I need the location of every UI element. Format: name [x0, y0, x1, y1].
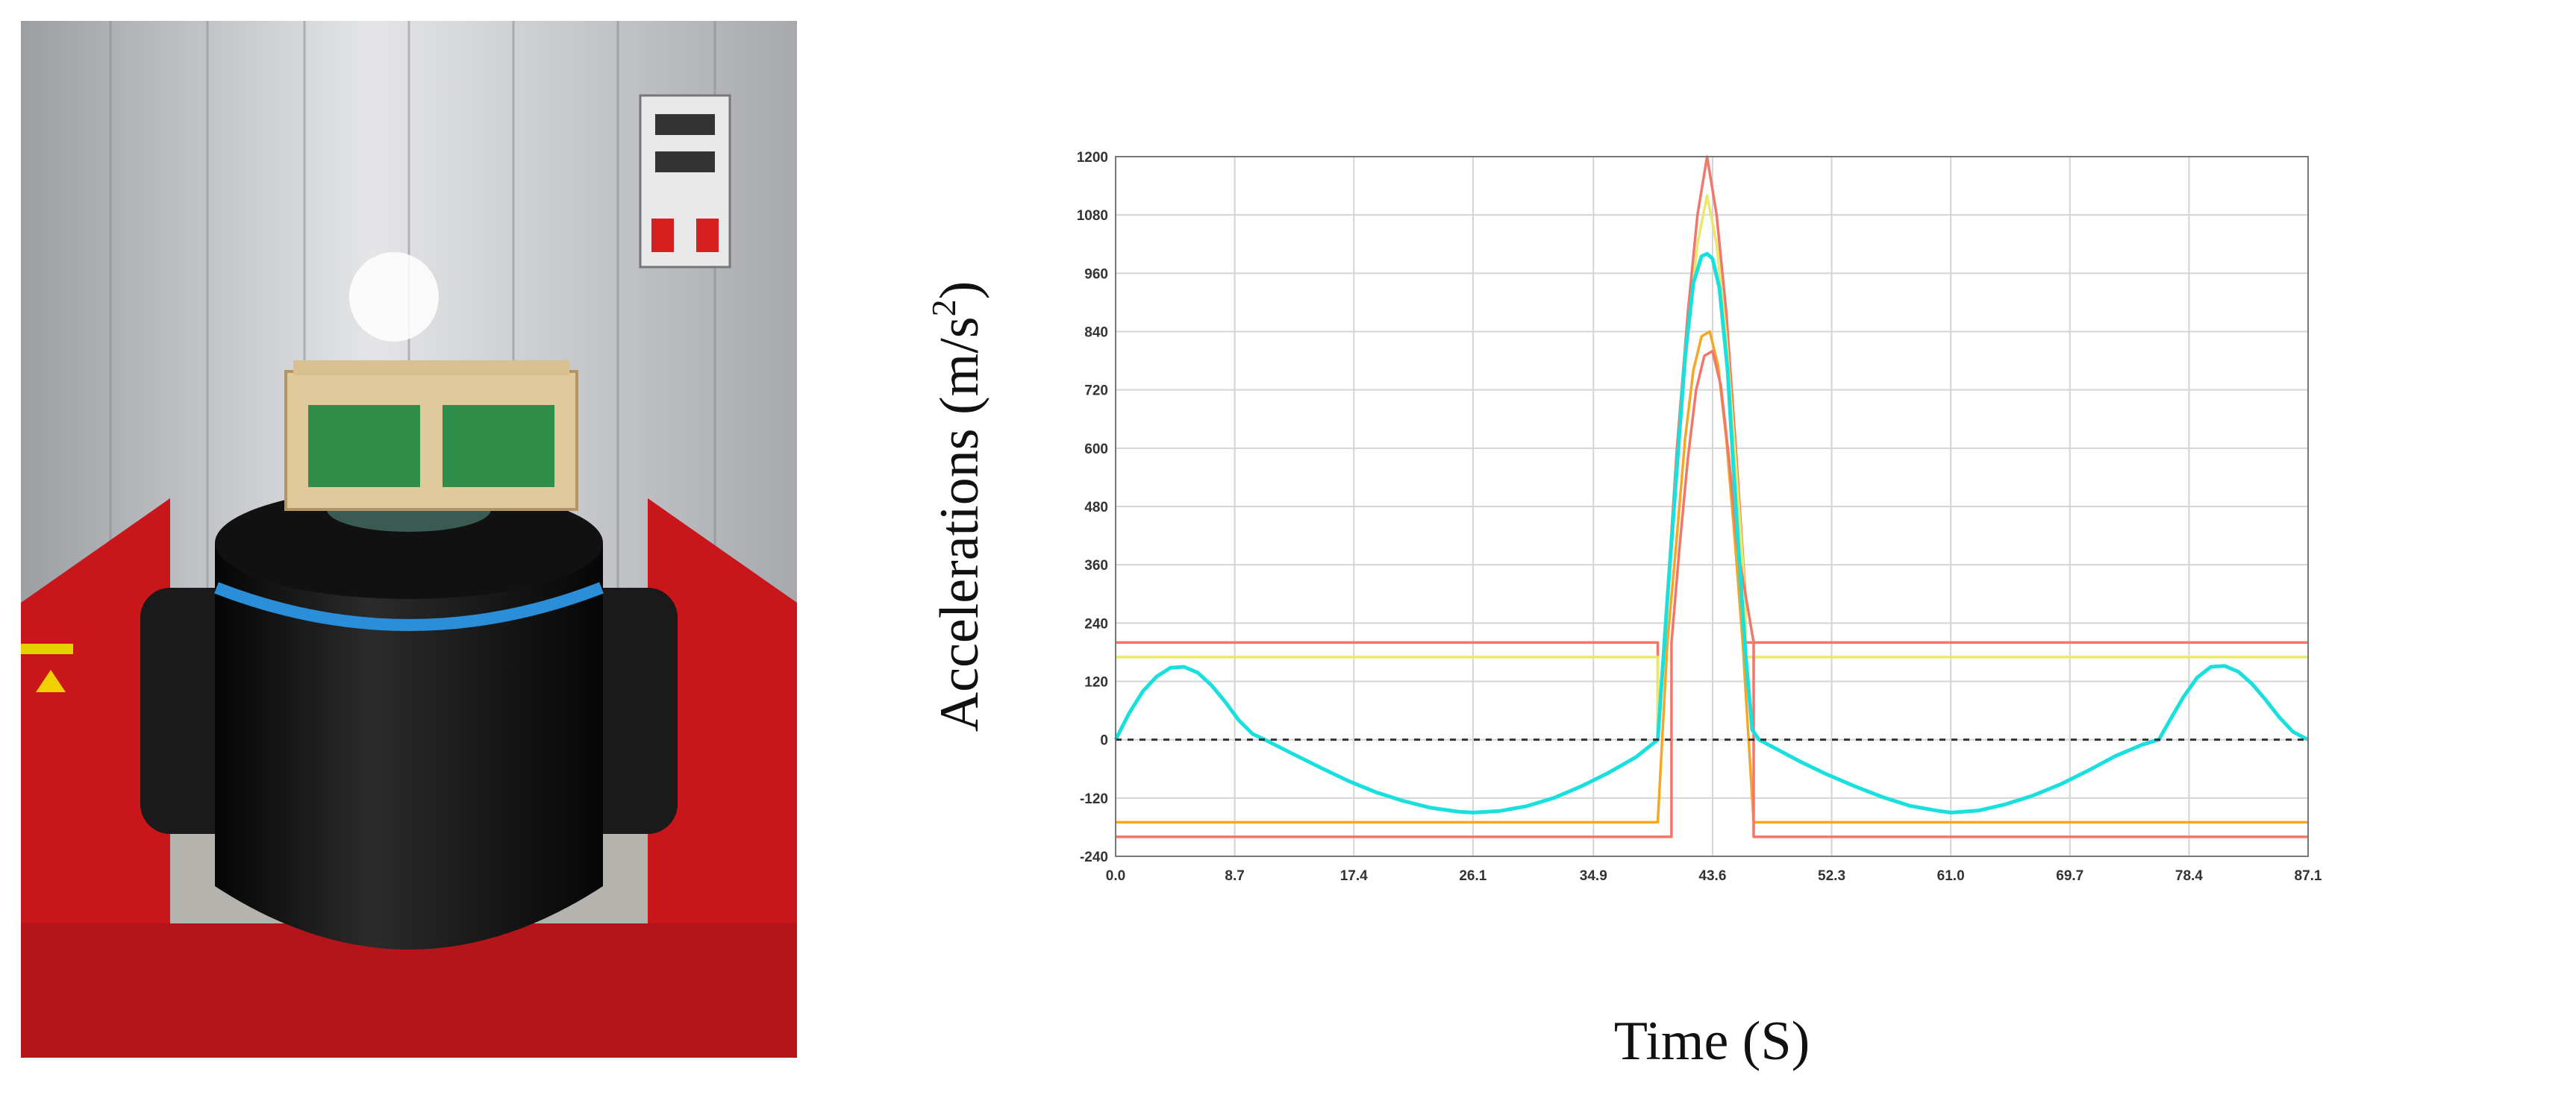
y-tick-label: -240 [1080, 850, 1108, 865]
test-fixture [284, 360, 578, 511]
y-tick-label: 720 [1084, 383, 1108, 399]
acceleration-chart: 0.0 8.7 17.4 26.1 34.9 43.6 52.3 61.0 69.7 78.4 87… [925, 150, 2322, 1072]
x-tick-label: 78.4 [2175, 868, 2203, 884]
x-tick-labels: 0.0 8.7 17.4 26.1 34.9 43.6 52.3 61.0 69.7 78.4 87… [1106, 868, 2322, 884]
x-tick-label: 43.6 [1698, 868, 1726, 884]
x-tick-label: 34.9 [1580, 868, 1607, 884]
y-tick-label: 1200 [1077, 150, 1108, 166]
shaker-body [214, 487, 604, 950]
wall-ribs [109, 21, 716, 588]
y-tick-label: 840 [1084, 325, 1108, 341]
x-tick-label: 26.1 [1459, 868, 1486, 884]
y-axis-title-sup: 2 [925, 299, 963, 316]
x-tick-label: 17.4 [1340, 868, 1368, 884]
series-outer-tolerance-lower [1116, 349, 2308, 838]
y-tick-label: 1080 [1077, 208, 1108, 224]
y-axis-title-tail: ) [929, 281, 990, 300]
x-tick-label: 87.1 [2295, 868, 2322, 884]
electrical-box [639, 94, 731, 269]
y-axis-title: Accelerations (m/s2) [925, 281, 990, 732]
x-tick-label: 0.0 [1106, 868, 1125, 884]
x-tick-label: 52.3 [1818, 868, 1845, 884]
y-tick-label: 600 [1084, 442, 1108, 457]
x-tick-label: 8.7 [1225, 868, 1244, 884]
lamp-glare [349, 252, 439, 342]
y-tick-label: 240 [1084, 616, 1108, 632]
y-axis-title-main: Accelerations (m/s [929, 316, 990, 732]
series-inner-tolerance-lower [1116, 330, 2308, 824]
y-tick-label: 960 [1084, 266, 1108, 282]
y-tick-labels: -240 -120 0 120 240 360 480 600 720 840 960 1080 120… [1077, 150, 1108, 865]
y-tick-label: -120 [1080, 791, 1108, 807]
x-axis-title: Time (S) [1614, 1011, 1810, 1072]
x-tick-label: 69.7 [2056, 868, 2083, 884]
y-tick-label: 360 [1084, 558, 1108, 574]
test-rig-photo [21, 21, 797, 1058]
y-tick-label: 480 [1084, 500, 1108, 515]
y-tick-label: 0 [1100, 733, 1108, 749]
x-tick-label: 61.0 [1937, 868, 1965, 884]
y-tick-label: 120 [1084, 675, 1108, 691]
plot-frame [1115, 156, 2309, 857]
